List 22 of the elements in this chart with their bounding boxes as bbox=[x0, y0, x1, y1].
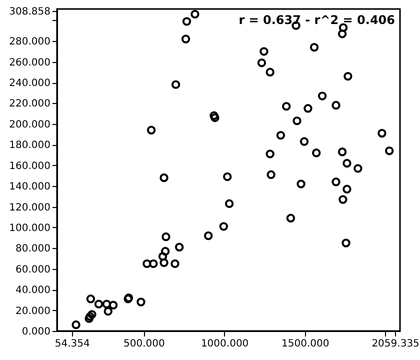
y-tick-label: 220.000 bbox=[9, 98, 50, 110]
y-tick-label: 0.000 bbox=[22, 326, 50, 338]
y-tick-label: 260.000 bbox=[9, 57, 50, 68]
x-tick-label: 1500.000 bbox=[282, 338, 330, 350]
annotation: r = 0.637 - r^2 = 0.406 bbox=[238, 13, 395, 27]
y-tick-label: 308.858 bbox=[9, 6, 50, 18]
x-tick-label: 54.354 bbox=[54, 338, 90, 350]
x-tick-label: 2059.335 bbox=[372, 338, 420, 350]
x-tick-label: 500.000 bbox=[124, 338, 165, 350]
y-tick-label: 280.000 bbox=[9, 36, 50, 48]
y-tick-label: 160.000 bbox=[9, 160, 50, 172]
y-tick-label: 180.000 bbox=[9, 140, 50, 152]
y-tick-label: 240.000 bbox=[9, 78, 50, 90]
y-tick-label: 40.000 bbox=[16, 285, 50, 296]
y-tick-label: 20.000 bbox=[16, 306, 50, 317]
y-tick-label: 200.000 bbox=[9, 119, 50, 130]
y-tick-label: 140.000 bbox=[9, 182, 50, 193]
y-tick-label: 100.000 bbox=[9, 222, 50, 234]
y-tick-label: 80.000 bbox=[16, 244, 50, 255]
x-tick-label: 1000.000 bbox=[200, 338, 249, 350]
y-tick-label: 120.000 bbox=[9, 202, 50, 214]
y-tick-label: 60.000 bbox=[16, 264, 50, 276]
